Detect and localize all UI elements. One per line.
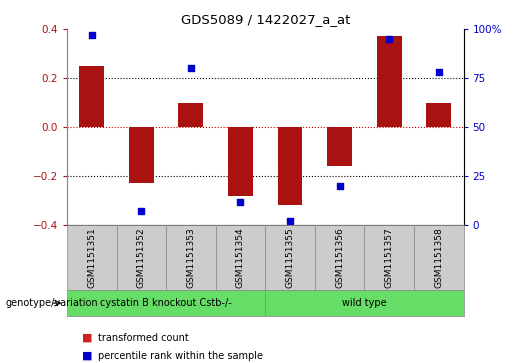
Bar	[228, 127, 253, 196]
Point	[385, 36, 393, 42]
Text: cystatin B knockout Cstb-/-: cystatin B knockout Cstb-/-	[100, 298, 232, 308]
Text: GSM1151351: GSM1151351	[87, 227, 96, 288]
Point	[137, 208, 145, 214]
Text: ■: ■	[82, 333, 93, 343]
Bar	[377, 36, 402, 127]
Bar	[426, 102, 451, 127]
Bar	[327, 127, 352, 166]
Text: wild type: wild type	[342, 298, 387, 308]
Text: transformed count: transformed count	[98, 333, 188, 343]
Text: GSM1151352: GSM1151352	[137, 227, 146, 288]
Point	[286, 218, 294, 224]
Point	[187, 65, 195, 71]
Text: GSM1151354: GSM1151354	[236, 227, 245, 288]
Text: GSM1151357: GSM1151357	[385, 227, 393, 288]
Point	[88, 32, 96, 38]
Point	[435, 69, 443, 75]
Bar	[179, 102, 203, 127]
Text: GSM1151358: GSM1151358	[434, 227, 443, 288]
Text: GSM1151356: GSM1151356	[335, 227, 344, 288]
Bar	[79, 66, 104, 127]
Text: ■: ■	[82, 351, 93, 361]
Bar	[129, 127, 153, 183]
Bar	[278, 127, 302, 205]
Text: genotype/variation: genotype/variation	[5, 298, 98, 308]
Title: GDS5089 / 1422027_a_at: GDS5089 / 1422027_a_at	[181, 13, 350, 26]
Text: GSM1151355: GSM1151355	[285, 227, 295, 288]
Point	[236, 199, 245, 204]
Text: GSM1151353: GSM1151353	[186, 227, 195, 288]
Text: percentile rank within the sample: percentile rank within the sample	[98, 351, 263, 361]
Point	[335, 183, 344, 189]
